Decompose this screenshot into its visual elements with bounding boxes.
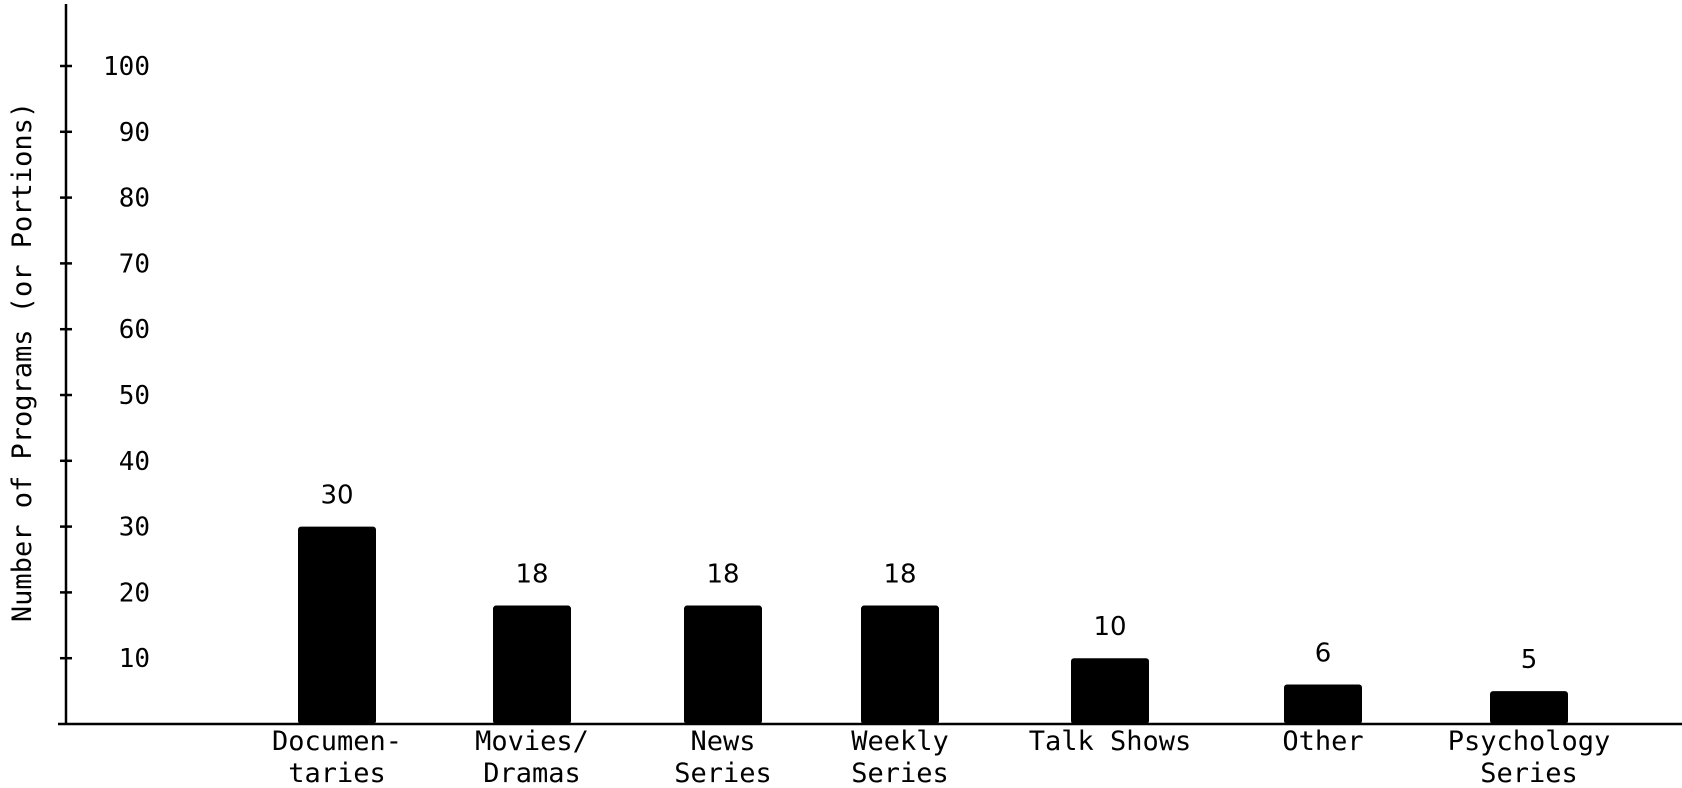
category-label: Psychology xyxy=(1448,726,1611,757)
category-label: Weekly xyxy=(851,726,949,757)
category-label: Series xyxy=(851,758,949,788)
data-label: 6 xyxy=(1315,639,1332,669)
y-axis-label: Number of Programs (or Portions) xyxy=(7,102,38,622)
y-tick-label: 20 xyxy=(119,578,150,608)
category-label: Talk Shows xyxy=(1029,726,1192,757)
category-label: Other xyxy=(1282,726,1363,757)
data-label: 18 xyxy=(515,560,548,590)
bar xyxy=(1284,684,1362,724)
y-tick-label: 100 xyxy=(103,52,150,82)
y-tick-label: 30 xyxy=(119,513,150,543)
data-label: 10 xyxy=(1093,612,1126,642)
bars xyxy=(298,526,1568,724)
data-label: 5 xyxy=(1521,645,1538,675)
category-label: Series xyxy=(674,758,772,788)
y-tick-label: 80 xyxy=(119,184,150,214)
category-label: Dramas xyxy=(483,758,581,788)
category-label: Series xyxy=(1480,758,1578,788)
data-labels: 30 18 18 18 10 6 5 xyxy=(320,481,1537,675)
data-label: 18 xyxy=(706,560,739,590)
bar xyxy=(861,605,939,724)
bar xyxy=(298,526,376,724)
y-tick-label: 70 xyxy=(119,249,150,279)
bar xyxy=(684,605,762,724)
y-tick-label: 50 xyxy=(119,381,150,411)
y-tick-label: 90 xyxy=(119,118,150,148)
bar xyxy=(1071,658,1149,724)
y-ticks: 10 20 30 40 50 60 70 80 90 100 xyxy=(60,52,150,674)
category-label: Documen- xyxy=(272,726,402,757)
y-tick-label: 10 xyxy=(119,644,150,674)
data-label: 30 xyxy=(320,481,353,511)
y-tick-label: 60 xyxy=(119,315,150,345)
category-labels: Documen-tariesMovies/DramasNewsSeriesWee… xyxy=(272,726,1610,788)
category-label: Movies/ xyxy=(475,726,589,757)
category-label: taries xyxy=(288,758,386,788)
y-tick-label: 40 xyxy=(119,447,150,477)
bar xyxy=(493,605,571,724)
data-label: 18 xyxy=(883,560,916,590)
bar xyxy=(1490,691,1568,724)
category-label: News xyxy=(690,726,755,757)
